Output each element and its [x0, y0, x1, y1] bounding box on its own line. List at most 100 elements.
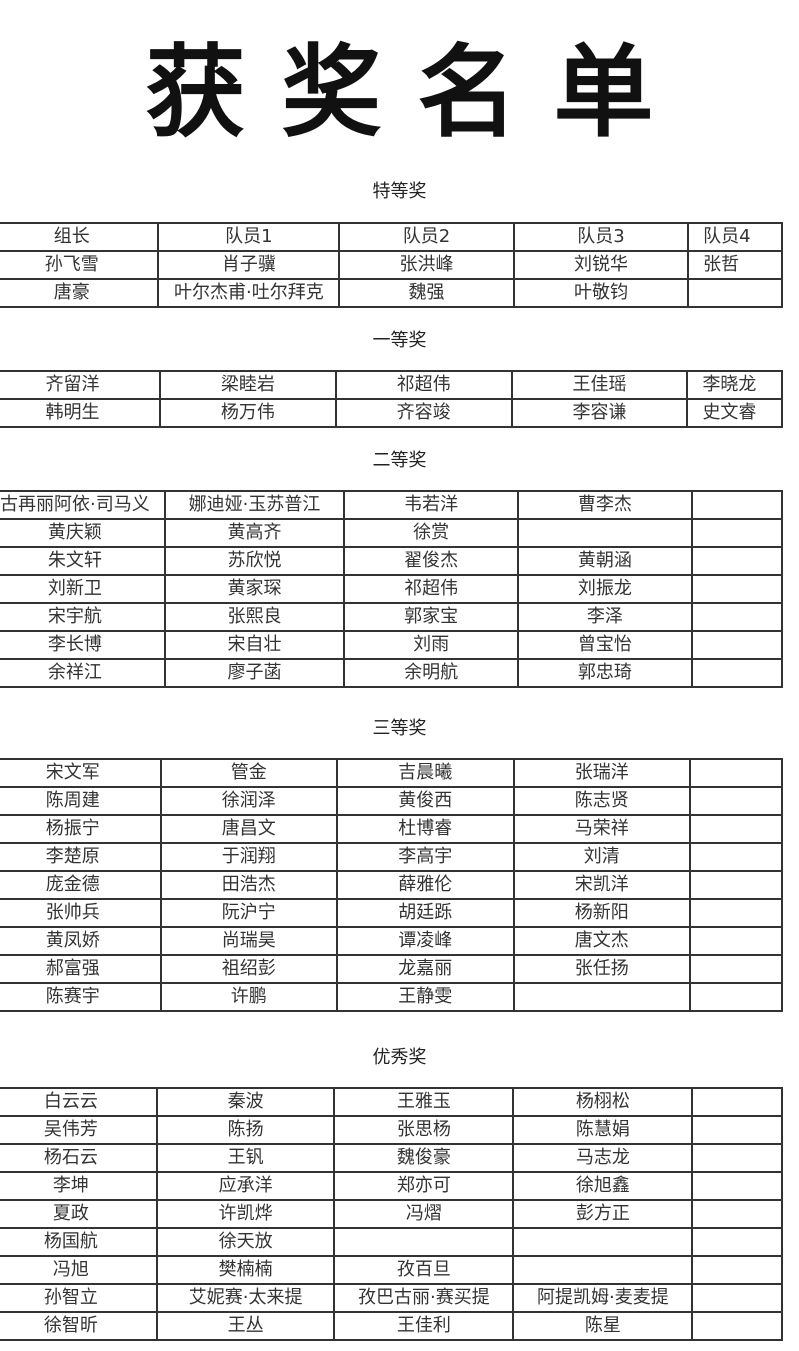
table-cell: 李晓龙: [686, 370, 783, 400]
table-cell: [691, 1283, 783, 1313]
table-cell: 宋凯洋: [512, 870, 692, 900]
table-cell: 马志龙: [512, 1143, 694, 1173]
table-row: 杨振宁 唐昌文 杜博睿 马荣祥: [0, 814, 783, 844]
table-cell: 队员1: [157, 222, 341, 252]
table-cell: 杜博睿: [336, 814, 515, 844]
table-cell: [689, 814, 783, 844]
table-cell: 唐豪: [0, 278, 160, 308]
section-title: 一等奖: [372, 330, 427, 351]
table-cell: 冯熠: [333, 1199, 515, 1229]
section-title: 三等奖: [372, 718, 427, 739]
table-cell: [333, 1227, 515, 1257]
table-cell: [691, 1087, 783, 1117]
table-cell: 徐润泽: [159, 786, 339, 816]
table-row: 组长 队员1 队员2 队员3 队员4: [0, 222, 783, 252]
table-cell: 张哲: [687, 250, 783, 280]
table-cell: 魏俊豪: [333, 1143, 515, 1173]
table-cell: 娜迪娅·玉苏普江: [163, 490, 346, 520]
table-cell: [690, 630, 784, 660]
table-cell: 队员4: [687, 222, 783, 252]
table-cell: 张任扬: [512, 954, 692, 984]
table-cell: 刘振龙: [517, 574, 693, 604]
table-cell: 李楚原: [0, 842, 162, 872]
table-cell: 孙智立: [0, 1283, 158, 1313]
table-row: 黄庆颖 黄高齐 徐赏: [0, 518, 784, 548]
table-cell: 黄俊西: [336, 786, 515, 816]
table-cell: 王钒: [155, 1143, 336, 1173]
table-row: 唐豪 叶尔杰甫·吐尔拜克 魏强 叶敬钧: [0, 278, 783, 308]
award-table: 组长 队员1 队员2 队员3 队员4 孙飞雪 肖子骥 张洪峰 刘锐华 张哲 唐豪 叶尔杰甫·吐尔拜克魏…: [0, 222, 783, 308]
table-cell: 组长: [0, 222, 160, 252]
table-cell: 宋文军: [0, 758, 162, 788]
table-cell: 彭方正: [512, 1199, 694, 1229]
table-cell: 杨万伟: [158, 398, 337, 428]
table-cell: [689, 842, 783, 872]
table-cell: 张熙良: [163, 602, 346, 632]
table-cell: 李长博: [0, 630, 166, 660]
table-row: 庞金德 田浩杰 薛雅伦 宋凯洋: [0, 870, 783, 900]
table-cell: 宋宇航: [0, 602, 166, 632]
table-cell: [691, 1115, 783, 1145]
table-cell: 杨国航: [0, 1227, 158, 1257]
table-cell: [689, 758, 783, 788]
table-cell: 刘新卫: [0, 574, 166, 604]
award-table: 古再丽阿依·司马义 娜迪娅·玉苏普江 韦若洋 曹李杰 黄庆颖 黄高齐 徐赏 朱文轩 苏欣悦 翟俊杰…: [0, 490, 784, 688]
table-row: 李坤 应承洋 郑亦可 徐旭鑫: [0, 1171, 783, 1201]
table-cell: [691, 1311, 783, 1341]
table-cell: [512, 982, 692, 1012]
table-cell: 吴伟芳: [0, 1115, 158, 1145]
table-row: 徐智昕 王丛 王佳利 陈星: [0, 1311, 783, 1341]
table-cell: [689, 870, 783, 900]
table-row: 李长博 宋自壮 刘雨 曾宝怡: [0, 630, 784, 660]
table-row: 杨石云 王钒 魏俊豪 马志龙: [0, 1143, 783, 1173]
table-cell: 郝富强: [0, 954, 162, 984]
table-cell: 队员2: [338, 222, 515, 252]
table-row: 孙智立 艾妮赛·太来提 孜巴古丽·赛买提 阿提凯姆·麦麦提: [0, 1283, 783, 1313]
table-cell: 张洪峰: [338, 250, 515, 280]
table-cell: 杨振宁: [0, 814, 162, 844]
table-cell: 刘雨: [343, 630, 519, 660]
table-cell: 郭家宝: [343, 602, 519, 632]
table-cell: 苏欣悦: [163, 546, 346, 576]
table-cell: [689, 982, 783, 1012]
table-cell: 王佳利: [333, 1311, 515, 1341]
table-cell: 魏强: [338, 278, 515, 308]
table-cell: [690, 602, 784, 632]
table-cell: 谭凌峰: [336, 926, 515, 956]
table-cell: 应承洋: [155, 1171, 336, 1201]
table-row: 冯旭 樊楠楠 孜百旦: [0, 1255, 783, 1285]
table-row: 孙飞雪 肖子骥 张洪峰 刘锐华 张哲: [0, 250, 783, 280]
table-cell: 朱文轩: [0, 546, 166, 576]
table-row: 韩明生 杨万伟 齐容竣 李容谦 史文睿: [0, 398, 783, 428]
table-cell: 李坤: [0, 1171, 158, 1201]
table-cell: 翟俊杰: [343, 546, 519, 576]
table-row: 陈周建 徐润泽 黄俊西 陈志贤: [0, 786, 783, 816]
table-cell: 韦若洋: [343, 490, 519, 520]
table-cell: 黄高齐: [163, 518, 346, 548]
table-cell: 梁睦岩: [158, 370, 337, 400]
table-cell: 郭忠琦: [517, 658, 693, 688]
table-cell: [687, 278, 783, 308]
table-cell: 曾宝怡: [517, 630, 693, 660]
table-cell: 徐旭鑫: [512, 1171, 694, 1201]
table-row: 陈赛宇 许鹏 王静雯: [0, 982, 783, 1012]
table-row: 李楚原 于润翔 李高宇 刘清: [0, 842, 783, 872]
table-cell: 队员3: [512, 222, 690, 252]
table-cell: 余明航: [343, 658, 519, 688]
table-cell: [689, 898, 783, 928]
table-cell: 陈志贤: [512, 786, 692, 816]
table-cell: 徐天放: [155, 1227, 336, 1257]
table-cell: [691, 1199, 783, 1229]
table-cell: 马荣祥: [512, 814, 692, 844]
table-cell: [689, 954, 783, 984]
table-cell: 黄家琛: [163, 574, 346, 604]
table-cell: 唐昌文: [159, 814, 339, 844]
table-cell: 吉晨曦: [336, 758, 515, 788]
table-cell: 于润翔: [159, 842, 339, 872]
table-row: 郝富强 祖绍彭 龙嘉丽 张任扬: [0, 954, 783, 984]
table-cell: [517, 518, 693, 548]
table-row: 宋文军 管金 吉晨曦 张瑞洋: [0, 758, 783, 788]
table-cell: 王静雯: [336, 982, 515, 1012]
table-cell: [689, 926, 783, 956]
table-cell: 许凯烨: [155, 1199, 336, 1229]
